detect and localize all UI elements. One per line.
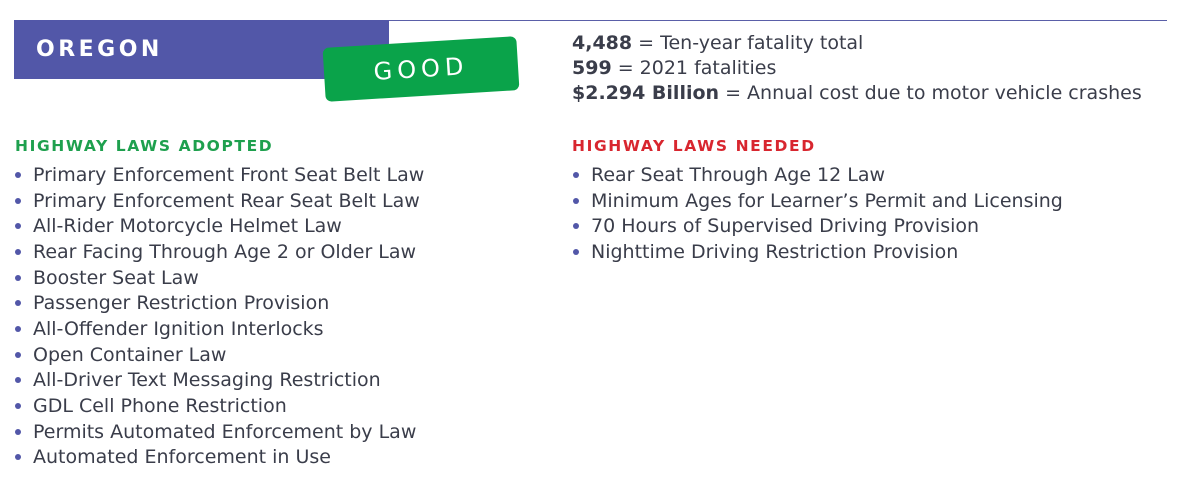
stat-ten-year-total: 4,488 = Ten-year fatality total bbox=[572, 31, 1142, 56]
bullet-icon bbox=[15, 325, 21, 332]
list-item: All-Rider Motorcycle Helmet Law bbox=[14, 213, 424, 239]
stat-annual-cost: $2.294 Billion = Annual cost due to moto… bbox=[572, 81, 1142, 106]
bullet-icon bbox=[573, 223, 579, 230]
list-item: Passenger Restriction Provision bbox=[14, 290, 424, 316]
stat-2021-fatalities: 599 = 2021 fatalities bbox=[572, 56, 1142, 81]
law-label: All-Rider Motorcycle Helmet Law bbox=[33, 215, 342, 238]
bullet-icon bbox=[15, 223, 21, 230]
list-item: Primary Enforcement Front Seat Belt Law bbox=[14, 162, 424, 188]
bullet-icon bbox=[15, 171, 21, 178]
list-item: Automated Enforcement in Use bbox=[14, 445, 424, 471]
law-label: 70 Hours of Supervised Driving Provision bbox=[591, 215, 980, 238]
list-item: GDL Cell Phone Restriction bbox=[14, 393, 424, 419]
needed-laws-heading: HIGHWAY LAWS NEEDED bbox=[572, 137, 816, 155]
bullet-icon bbox=[573, 171, 579, 178]
rating-badge: GOOD bbox=[322, 36, 520, 102]
law-label: Automated Enforcement in Use bbox=[33, 446, 331, 469]
bullet-icon bbox=[15, 248, 21, 255]
law-label: Rear Seat Through Age 12 Law bbox=[591, 163, 886, 186]
law-label: Open Container Law bbox=[33, 343, 227, 366]
law-label: Primary Enforcement Rear Seat Belt Law bbox=[33, 189, 420, 212]
adopted-laws-list: Primary Enforcement Front Seat Belt Law … bbox=[14, 162, 424, 470]
list-item: Primary Enforcement Rear Seat Belt Law bbox=[14, 188, 424, 214]
bullet-icon bbox=[15, 300, 21, 307]
adopted-laws-heading: HIGHWAY LAWS ADOPTED bbox=[15, 137, 274, 155]
law-label: Passenger Restriction Provision bbox=[33, 292, 330, 315]
bullet-icon bbox=[15, 274, 21, 281]
bullet-icon bbox=[573, 248, 579, 255]
bullet-icon bbox=[573, 197, 579, 204]
law-label: Minimum Ages for Learner’s Permit and Li… bbox=[591, 189, 1063, 212]
stat-value: 599 bbox=[572, 57, 612, 79]
law-label: Booster Seat Law bbox=[33, 266, 199, 289]
bullet-icon bbox=[15, 197, 21, 204]
law-label: Primary Enforcement Front Seat Belt Law bbox=[33, 163, 425, 186]
law-label: Rear Facing Through Age 2 or Older Law bbox=[33, 240, 417, 263]
list-item: Rear Seat Through Age 12 Law bbox=[572, 162, 1063, 188]
bullet-icon bbox=[15, 351, 21, 358]
bullet-icon bbox=[15, 403, 21, 410]
law-label: Permits Automated Enforcement by Law bbox=[33, 420, 417, 443]
top-divider-line bbox=[389, 20, 1167, 21]
law-label: Nighttime Driving Restriction Provision bbox=[591, 240, 959, 263]
stat-label: = 2021 fatalities bbox=[611, 57, 777, 79]
list-item: Nighttime Driving Restriction Provision bbox=[572, 239, 1063, 265]
stat-label: = Ten-year fatality total bbox=[632, 32, 864, 54]
law-label: GDL Cell Phone Restriction bbox=[33, 395, 287, 418]
list-item: All-Offender Ignition Interlocks bbox=[14, 316, 424, 342]
law-label: All-Offender Ignition Interlocks bbox=[33, 317, 324, 340]
stat-label: = Annual cost due to motor vehicle crash… bbox=[719, 82, 1142, 104]
needed-laws-list: Rear Seat Through Age 12 Law Minimum Age… bbox=[572, 162, 1063, 265]
list-item: Open Container Law bbox=[14, 342, 424, 368]
bullet-icon bbox=[15, 377, 21, 384]
state-name: OREGON bbox=[36, 37, 163, 62]
fatality-stats: 4,488 = Ten-year fatality total 599 = 20… bbox=[572, 31, 1142, 106]
list-item: All-Driver Text Messaging Restriction bbox=[14, 368, 424, 394]
stat-value: 4,488 bbox=[572, 32, 633, 54]
list-item: Rear Facing Through Age 2 or Older Law bbox=[14, 239, 424, 265]
law-label: All-Driver Text Messaging Restriction bbox=[33, 369, 381, 392]
list-item: Minimum Ages for Learner’s Permit and Li… bbox=[572, 188, 1063, 214]
list-item: 70 Hours of Supervised Driving Provision bbox=[572, 213, 1063, 239]
rating-text: GOOD bbox=[372, 52, 470, 86]
list-item: Booster Seat Law bbox=[14, 265, 424, 291]
bullet-icon bbox=[15, 454, 21, 461]
stat-value: $2.294 Billion bbox=[572, 82, 720, 104]
list-item: Permits Automated Enforcement by Law bbox=[14, 419, 424, 445]
bullet-icon bbox=[15, 428, 21, 435]
